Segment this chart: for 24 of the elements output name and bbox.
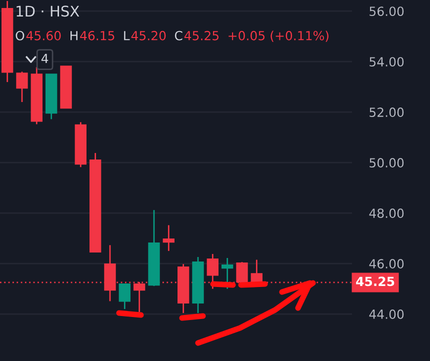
annotation: O	[16, 30, 24, 40]
annotation: 45.25	[184, 30, 219, 40]
annotation: C	[174, 30, 182, 40]
y-tick-label: 48.00	[369, 208, 404, 218]
candlestick	[16, 71, 28, 103]
annotation: 45.60	[26, 30, 61, 40]
candlestick	[222, 257, 234, 290]
y-tick-label: 44.00	[369, 310, 404, 319]
y-tick-label: 54.00	[370, 57, 404, 67]
y-tick-label: 46.00	[369, 259, 404, 268]
y-tick-label: 50.00	[370, 158, 404, 168]
annotation: H	[70, 31, 78, 40]
candlestick	[162, 224, 174, 252]
annotation: 45.20	[131, 30, 166, 40]
annotation: 4	[41, 54, 48, 64]
y-tick-label: 52.00	[370, 108, 404, 118]
ref-line-label: 45.25	[356, 276, 394, 286]
annotation: +0.05 (+0.11%)	[228, 30, 328, 42]
chart-title: 1D · HSX	[16, 6, 80, 17]
candlestick	[118, 283, 130, 310]
annotation: L	[124, 31, 130, 40]
y-tick-label: 56.00	[370, 6, 404, 16]
candlestick	[206, 253, 218, 290]
annotation: 46.15	[80, 30, 114, 40]
